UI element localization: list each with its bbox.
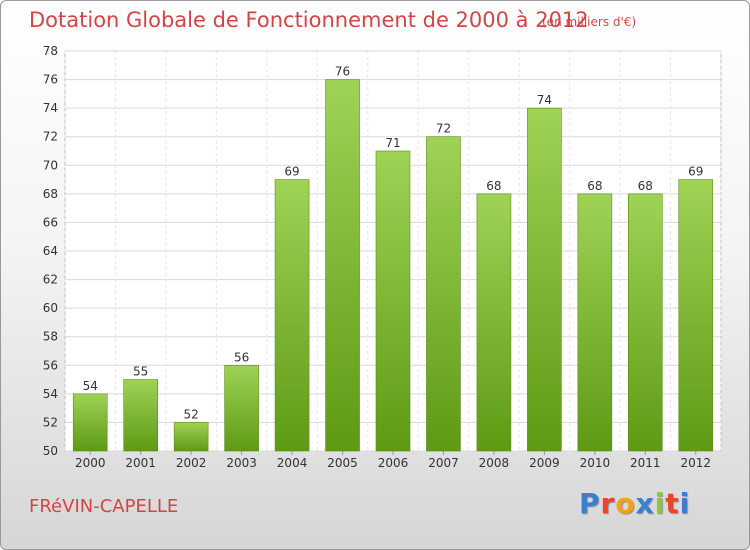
- y-tick-label: 54: [43, 387, 58, 401]
- x-tick-label-2011: 2011: [630, 456, 661, 470]
- y-tick-label: 50: [43, 444, 58, 458]
- bar-2003: [224, 364, 259, 452]
- bar-2011: [628, 193, 663, 452]
- bar-2009: [527, 107, 562, 452]
- x-tick-label-2012: 2012: [680, 456, 711, 470]
- y-tick-label: 66: [43, 215, 58, 229]
- x-tick-label-2008: 2008: [479, 456, 510, 470]
- y-tick-label: 52: [43, 415, 58, 429]
- data-label-2010: 68: [587, 179, 602, 193]
- y-tick-label: 74: [43, 101, 58, 115]
- data-label-2011: 68: [638, 179, 653, 193]
- logo-letter: t: [665, 487, 680, 520]
- y-tick-label: 58: [43, 330, 58, 344]
- x-tick-label-2010: 2010: [580, 456, 611, 470]
- bar-2010: [577, 193, 613, 452]
- data-label-2009: 74: [537, 93, 552, 107]
- y-tick-label: 60: [43, 301, 58, 315]
- y-tick-label: 70: [43, 158, 58, 172]
- logo-letter: i: [654, 487, 666, 520]
- bar-2000: [72, 393, 108, 452]
- x-tick-label-2000: 2000: [75, 456, 106, 470]
- proxiti-logo: Proxiti: [579, 487, 690, 520]
- city-name: FRéVIN-CAPELLE: [29, 496, 179, 517]
- data-label-2005: 76: [335, 65, 350, 79]
- bar-2006: [375, 150, 411, 452]
- chart-subtitle: (en milliers d'€): [542, 15, 637, 29]
- logo-letter: P: [579, 487, 601, 520]
- x-tick-label-2001: 2001: [125, 456, 156, 470]
- data-label-2008: 68: [486, 179, 501, 193]
- chart-title: Dotation Globale de Fonctionnement de 20…: [29, 8, 589, 32]
- data-label-2006: 71: [385, 136, 400, 150]
- bar-2004: [274, 179, 310, 452]
- data-label-2000: 54: [83, 379, 98, 393]
- x-tick-label-2003: 2003: [226, 456, 257, 470]
- y-tick-label: 78: [43, 44, 58, 58]
- x-tick-label-2002: 2002: [176, 456, 207, 470]
- bar-2008: [476, 193, 512, 452]
- logo-letter: r: [600, 487, 616, 520]
- y-tick-label: 72: [43, 130, 58, 144]
- data-label-2003: 56: [234, 350, 249, 364]
- logo-letter: i: [679, 487, 691, 520]
- data-label-2012: 69: [688, 165, 703, 179]
- bar-2007: [426, 136, 461, 452]
- x-tick-label-2007: 2007: [428, 456, 459, 470]
- x-tick-label-2009: 2009: [529, 456, 560, 470]
- y-tick-label: 56: [43, 358, 58, 372]
- data-label-2001: 55: [133, 365, 148, 379]
- x-tick-label-2006: 2006: [378, 456, 409, 470]
- bar-2005: [325, 79, 360, 452]
- x-tick-label-2005: 2005: [327, 456, 358, 470]
- logo-letter: x: [635, 487, 655, 520]
- data-label-2007: 72: [436, 122, 451, 136]
- data-label-2002: 52: [184, 407, 199, 421]
- x-tick-label-2004: 2004: [277, 456, 308, 470]
- bar-2012: [678, 179, 714, 452]
- bar-chart: 50 52 54 56 58 60 62 64 66 68 70 72 74 76 78 54 2000 55 20…: [43, 44, 722, 470]
- y-tick-label: 76: [43, 73, 58, 87]
- y-tick-label: 68: [43, 187, 58, 201]
- y-tick-label: 62: [43, 273, 58, 287]
- bar-2002: [173, 422, 209, 452]
- data-label-2004: 69: [284, 165, 299, 179]
- y-tick-label: 64: [43, 244, 58, 258]
- bar-2001: [123, 379, 158, 452]
- logo-letter: o: [615, 487, 636, 520]
